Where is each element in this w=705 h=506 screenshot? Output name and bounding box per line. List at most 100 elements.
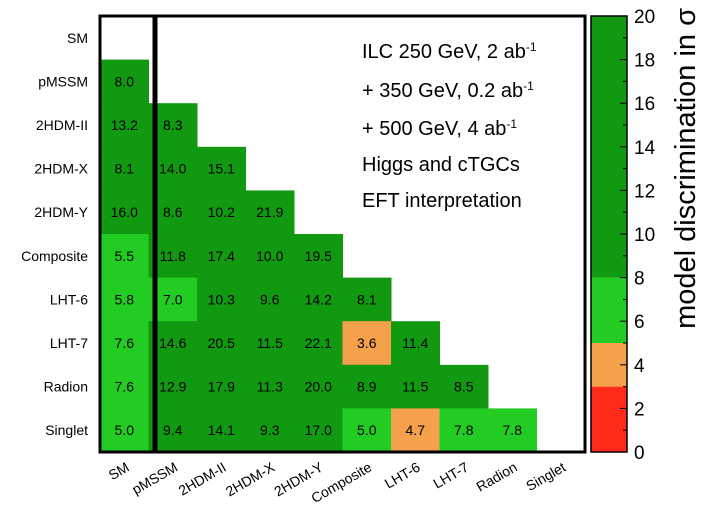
row-label-2hdm-x: 2HDM-X bbox=[34, 161, 88, 177]
column-label-lht-7: LHT-7 bbox=[430, 459, 471, 492]
cell-composite-sm bbox=[100, 234, 149, 279]
cell-value-radion-pmssm: 12.9 bbox=[159, 379, 186, 395]
annotation-superscript-1: -1 bbox=[526, 40, 537, 54]
cell-2hdm-ii-sm bbox=[100, 103, 149, 148]
cell-value-lht-7-pmssm: 14.6 bbox=[159, 335, 186, 351]
annotation-text: ILC 250 GeV, 2 ab-1 + 350 GeV, 0.2 ab-1 … bbox=[362, 40, 537, 212]
colorbar-tick-label-14: 14 bbox=[634, 138, 656, 159]
cell-value-lht-7-lht-6: 11.4 bbox=[402, 335, 428, 351]
cell-value-composite-2hdm-ii: 17.4 bbox=[208, 248, 235, 264]
annotation-superscript-2: -1 bbox=[523, 79, 534, 93]
cell-value-lht-6-pmssm: 7.0 bbox=[163, 291, 183, 307]
colorbar-title: model discrimination in σ bbox=[670, 8, 702, 329]
cell-lht-7-2hdm-ii bbox=[197, 321, 246, 366]
cell-pmssm-sm bbox=[100, 59, 149, 104]
row-label-singlet: Singlet bbox=[45, 422, 88, 438]
cell-2hdm-x-2hdm-ii bbox=[197, 146, 246, 191]
cell-value-composite-2hdm-x: 10.0 bbox=[256, 248, 283, 264]
colorbar-tick-label-20: 20 bbox=[634, 7, 655, 28]
cell-radion-2hdm-ii bbox=[197, 364, 246, 409]
cell-radion-2hdm-y bbox=[294, 364, 343, 409]
cell-radion-lht-7 bbox=[439, 364, 489, 409]
colorbar-tick-label-18: 18 bbox=[634, 51, 655, 72]
cell-value-pmssm-sm: 8.0 bbox=[115, 73, 135, 89]
cell-value-composite-pmssm: 11.8 bbox=[160, 248, 186, 264]
cell-value-singlet-composite: 5.0 bbox=[357, 422, 377, 438]
cell-2hdm-y-2hdm-x bbox=[245, 190, 295, 235]
cell-singlet-lht-6 bbox=[391, 408, 440, 453]
cell-value-lht-6-composite: 8.1 bbox=[357, 291, 377, 307]
heatmap-cells: 8.0 13.2 8.3 8.1 14.0 15.1 16.0 8.6 10.2 21.9 5.5 1… bbox=[100, 59, 537, 453]
cell-singlet-lht-7 bbox=[439, 408, 489, 453]
column-label-radion: Radion bbox=[473, 459, 519, 495]
cell-value-lht-7-2hdm-y: 22.1 bbox=[305, 335, 332, 351]
cell-value-2hdm-y-sm: 16.0 bbox=[111, 204, 138, 220]
cell-value-2hdm-x-2hdm-ii: 15.1 bbox=[208, 161, 235, 177]
annotation-line-5: EFT interpretation bbox=[362, 190, 522, 212]
row-label-pmssm: pMSSM bbox=[38, 73, 88, 89]
cell-lht-7-2hdm-x bbox=[245, 321, 295, 366]
cell-value-lht-6-2hdm-ii: 10.3 bbox=[208, 291, 235, 307]
cell-singlet-2hdm-ii bbox=[197, 408, 246, 453]
cell-value-lht-7-composite: 3.6 bbox=[357, 335, 377, 351]
column-label-2hdm-ii: 2HDM-II bbox=[176, 459, 229, 499]
cell-lht-7-sm bbox=[100, 321, 149, 366]
cell-2hdm-y-2hdm-ii bbox=[197, 190, 246, 235]
cell-radion-2hdm-x bbox=[245, 364, 295, 409]
cell-lht-6-2hdm-y bbox=[294, 277, 343, 322]
cell-value-radion-2hdm-y: 20.0 bbox=[305, 379, 332, 395]
cell-value-singlet-radion: 7.8 bbox=[503, 422, 523, 438]
cell-radion-composite bbox=[342, 364, 392, 409]
column-label-sm: SM bbox=[106, 459, 132, 483]
colorbar-band-1 bbox=[591, 386, 627, 452]
column-label-pmssm: pMSSM bbox=[129, 459, 180, 498]
colorbar-tick-label-8: 8 bbox=[634, 269, 645, 290]
cell-lht-6-composite bbox=[342, 277, 392, 322]
column-label-2hdm-x: 2HDM-X bbox=[223, 458, 278, 499]
cell-value-singlet-lht-6: 4.7 bbox=[406, 422, 426, 438]
cell-value-lht-7-2hdm-ii: 20.5 bbox=[208, 335, 235, 351]
cell-value-singlet-2hdm-ii: 14.1 bbox=[208, 422, 235, 438]
cell-value-2hdm-y-2hdm-ii: 10.2 bbox=[208, 204, 235, 220]
cell-singlet-radion bbox=[488, 408, 537, 453]
cell-value-2hdm-ii-pmssm: 8.3 bbox=[163, 117, 183, 133]
cell-value-singlet-sm: 5.0 bbox=[115, 422, 135, 438]
row-labels: SM pMSSM 2HDM-II 2HDM-X 2HDM-Y Composite LHT-6… bbox=[21, 30, 89, 438]
cell-value-2hdm-x-pmssm: 14.0 bbox=[159, 161, 186, 177]
column-label-singlet: Singlet bbox=[523, 459, 568, 494]
cell-value-2hdm-y-2hdm-x: 21.9 bbox=[256, 204, 283, 220]
cell-composite-2hdm-x bbox=[245, 234, 295, 279]
cell-singlet-2hdm-y bbox=[294, 408, 343, 453]
cell-value-singlet-2hdm-y: 17.0 bbox=[305, 422, 332, 438]
row-label-sm: SM bbox=[67, 30, 88, 46]
cell-lht-7-composite bbox=[342, 321, 392, 366]
cell-value-radion-composite: 8.9 bbox=[357, 379, 377, 395]
cell-value-lht-6-2hdm-y: 14.2 bbox=[305, 291, 332, 307]
cell-value-lht-6-2hdm-x: 9.6 bbox=[260, 291, 280, 307]
annotation-line-1: ILC 250 GeV, 2 ab-1 bbox=[362, 40, 537, 63]
cell-lht-6-sm bbox=[100, 277, 149, 322]
cell-value-2hdm-y-pmssm: 8.6 bbox=[163, 204, 183, 220]
row-label-lht-6: LHT-6 bbox=[50, 291, 88, 307]
annotation-superscript-3: -1 bbox=[506, 117, 517, 131]
cell-value-composite-2hdm-y: 19.5 bbox=[305, 248, 332, 264]
cell-composite-2hdm-ii bbox=[197, 234, 246, 279]
column-label-lht-6: LHT-6 bbox=[382, 459, 423, 492]
colorbar-tick-label-10: 10 bbox=[634, 225, 655, 246]
cell-value-radion-lht-7: 8.5 bbox=[454, 379, 474, 395]
annotation-line-3: + 500 GeV, 4 ab-1 bbox=[362, 117, 517, 140]
cell-value-lht-7-sm: 7.6 bbox=[115, 335, 135, 351]
cell-value-radion-lht-6: 11.5 bbox=[402, 379, 428, 395]
cell-2hdm-y-sm bbox=[100, 190, 149, 235]
row-label-lht-7: LHT-7 bbox=[50, 335, 88, 351]
cell-value-singlet-lht-7: 7.8 bbox=[454, 422, 474, 438]
cell-value-radion-2hdm-x: 11.3 bbox=[257, 379, 283, 395]
cell-value-lht-6-sm: 5.8 bbox=[115, 291, 135, 307]
cell-value-composite-sm: 5.5 bbox=[115, 248, 135, 264]
cell-radion-lht-6 bbox=[391, 364, 440, 409]
cell-value-singlet-pmssm: 9.4 bbox=[163, 422, 183, 438]
annotation-line-2: + 350 GeV, 0.2 ab-1 bbox=[362, 79, 534, 102]
colorbar-tick-label-0: 0 bbox=[634, 443, 645, 464]
